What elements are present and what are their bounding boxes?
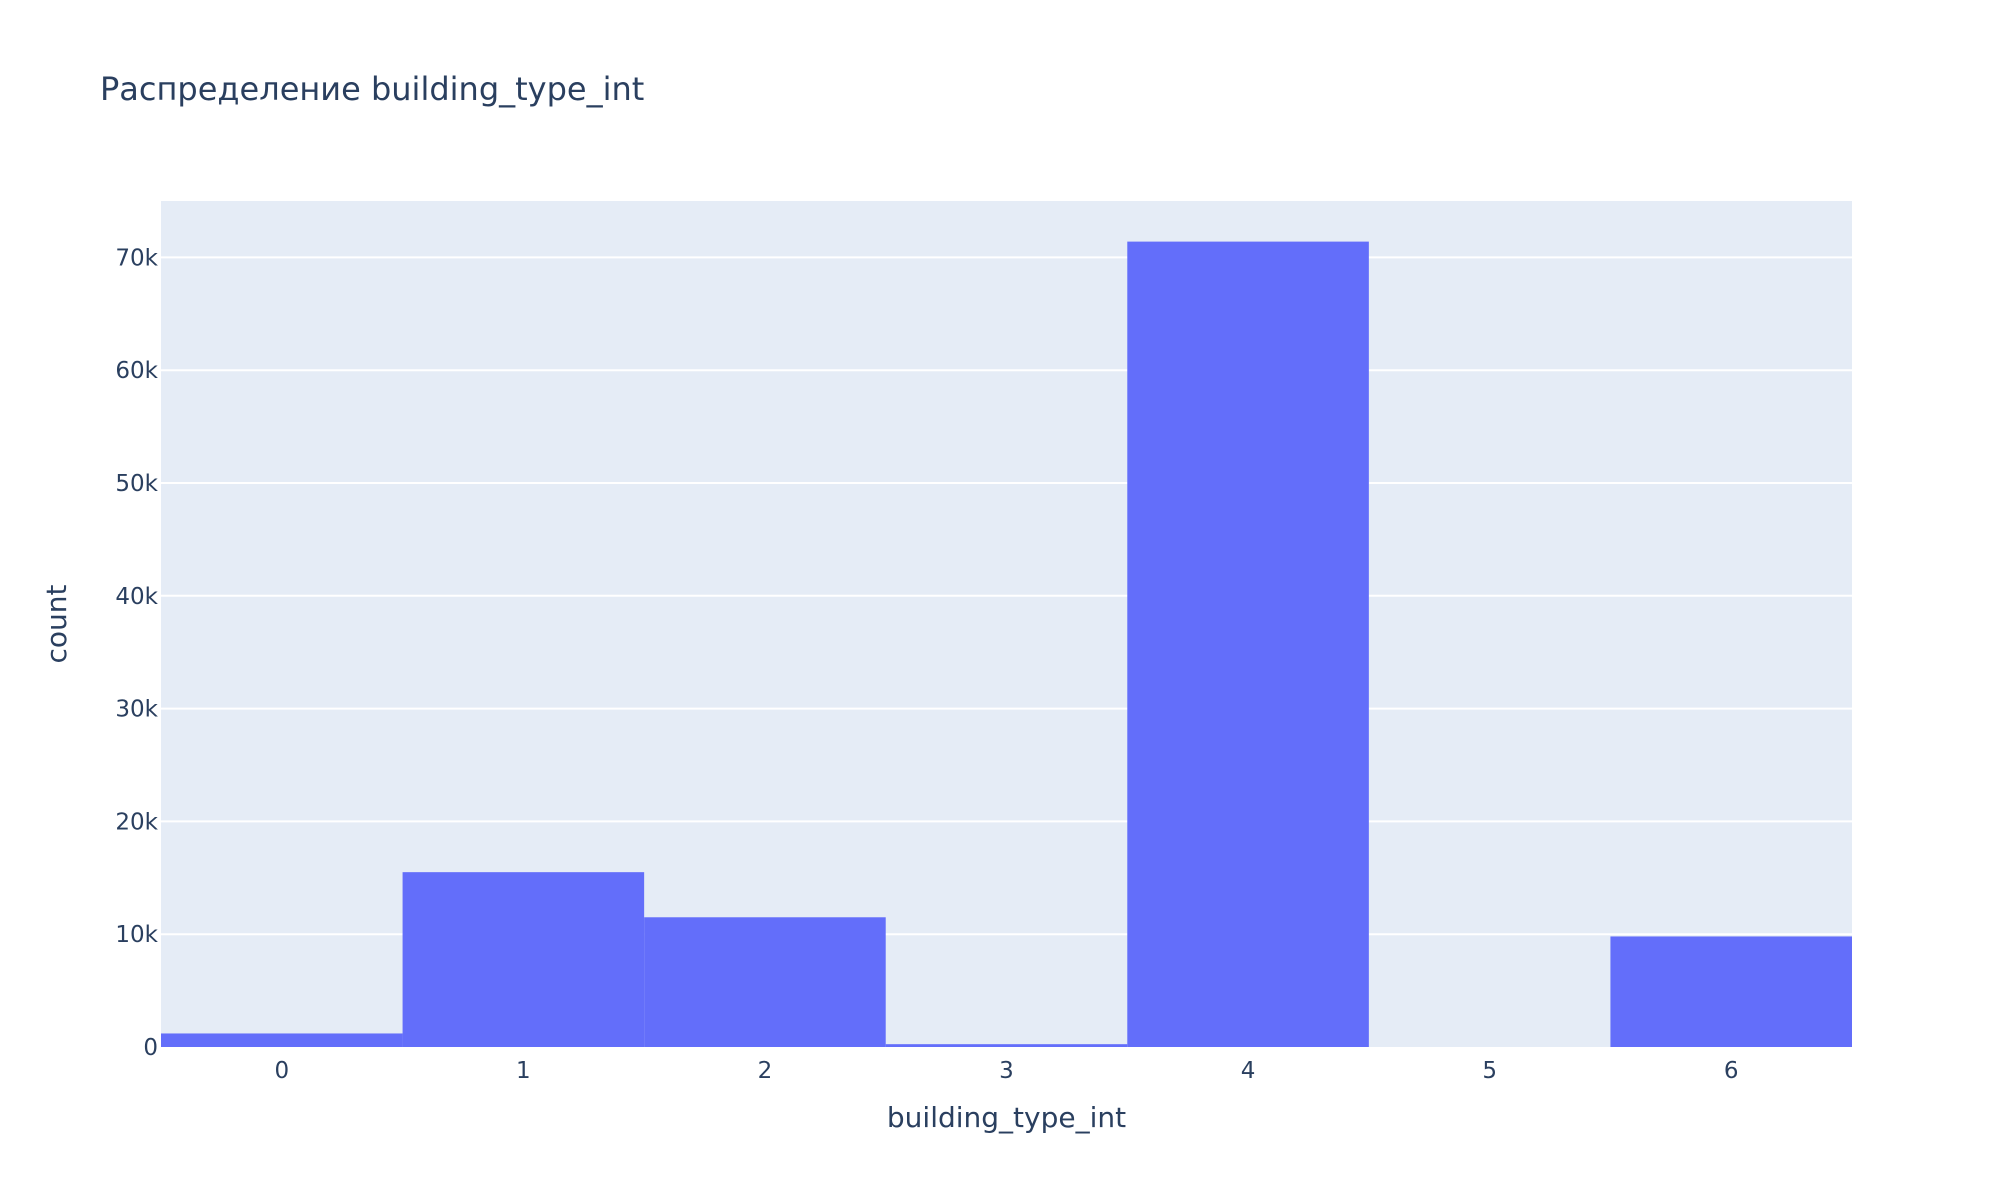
y-tick-label: 20k [115,809,158,835]
x-axis-title: building_type_int [887,1101,1126,1134]
bar-2 [644,917,886,1047]
x-axis-ticks: 0 1 2 3 4 5 6 [274,1058,1738,1084]
bars [161,241,1852,1047]
y-axis-title: count [40,584,73,663]
y-tick-label: 40k [115,584,158,610]
x-tick-label: 5 [1482,1058,1497,1084]
x-tick-label: 0 [274,1058,289,1084]
bar-4 [1127,241,1369,1047]
y-axis-ticks: 0 10k 20k 30k 40k 50k 60k 70k [115,245,158,1061]
x-tick-label: 6 [1724,1058,1739,1084]
bar-6 [1610,936,1852,1047]
y-tick-label: 0 [143,1035,158,1061]
y-tick-label: 30k [115,697,158,723]
y-tick-label: 10k [115,922,158,948]
bar-0 [161,1033,403,1047]
y-tick-label: 60k [115,358,158,384]
x-tick-label: 2 [758,1058,773,1084]
y-tick-label: 50k [115,471,158,497]
bar-1 [402,872,645,1047]
x-tick-label: 3 [999,1058,1014,1084]
bar-3 [885,1044,1128,1047]
x-tick-label: 1 [516,1058,531,1084]
x-tick-label: 4 [1241,1058,1256,1084]
y-tick-label: 70k [115,245,158,271]
chart-title: Распределение building_type_int [100,70,644,108]
